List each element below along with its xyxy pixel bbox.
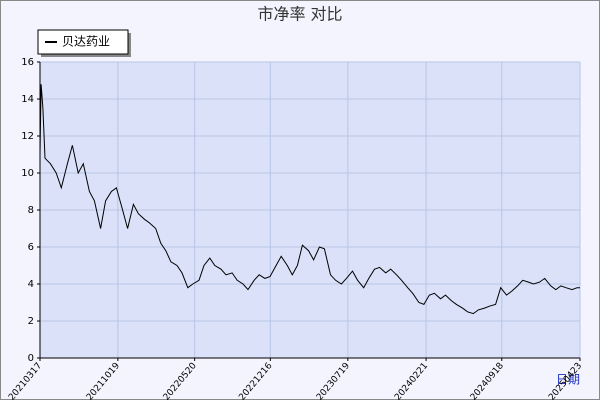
y-tick-label: 16 — [21, 57, 34, 68]
y-tick-label: 6 — [28, 242, 34, 253]
y-tick-label: 8 — [28, 205, 34, 216]
y-tick-label: 0 — [28, 353, 34, 364]
x-axis-label: 日期 — [556, 373, 580, 387]
y-tick-label: 4 — [28, 279, 34, 290]
y-tick-label: 2 — [28, 316, 34, 327]
chart-title: 市净率 对比 — [257, 5, 342, 24]
line — [39, 84, 580, 315]
legend-label: 贝达药业 — [62, 35, 110, 49]
y-tick-label: 14 — [21, 94, 34, 105]
y-tick-label: 12 — [21, 131, 34, 142]
y-tick-label: 10 — [21, 168, 34, 179]
